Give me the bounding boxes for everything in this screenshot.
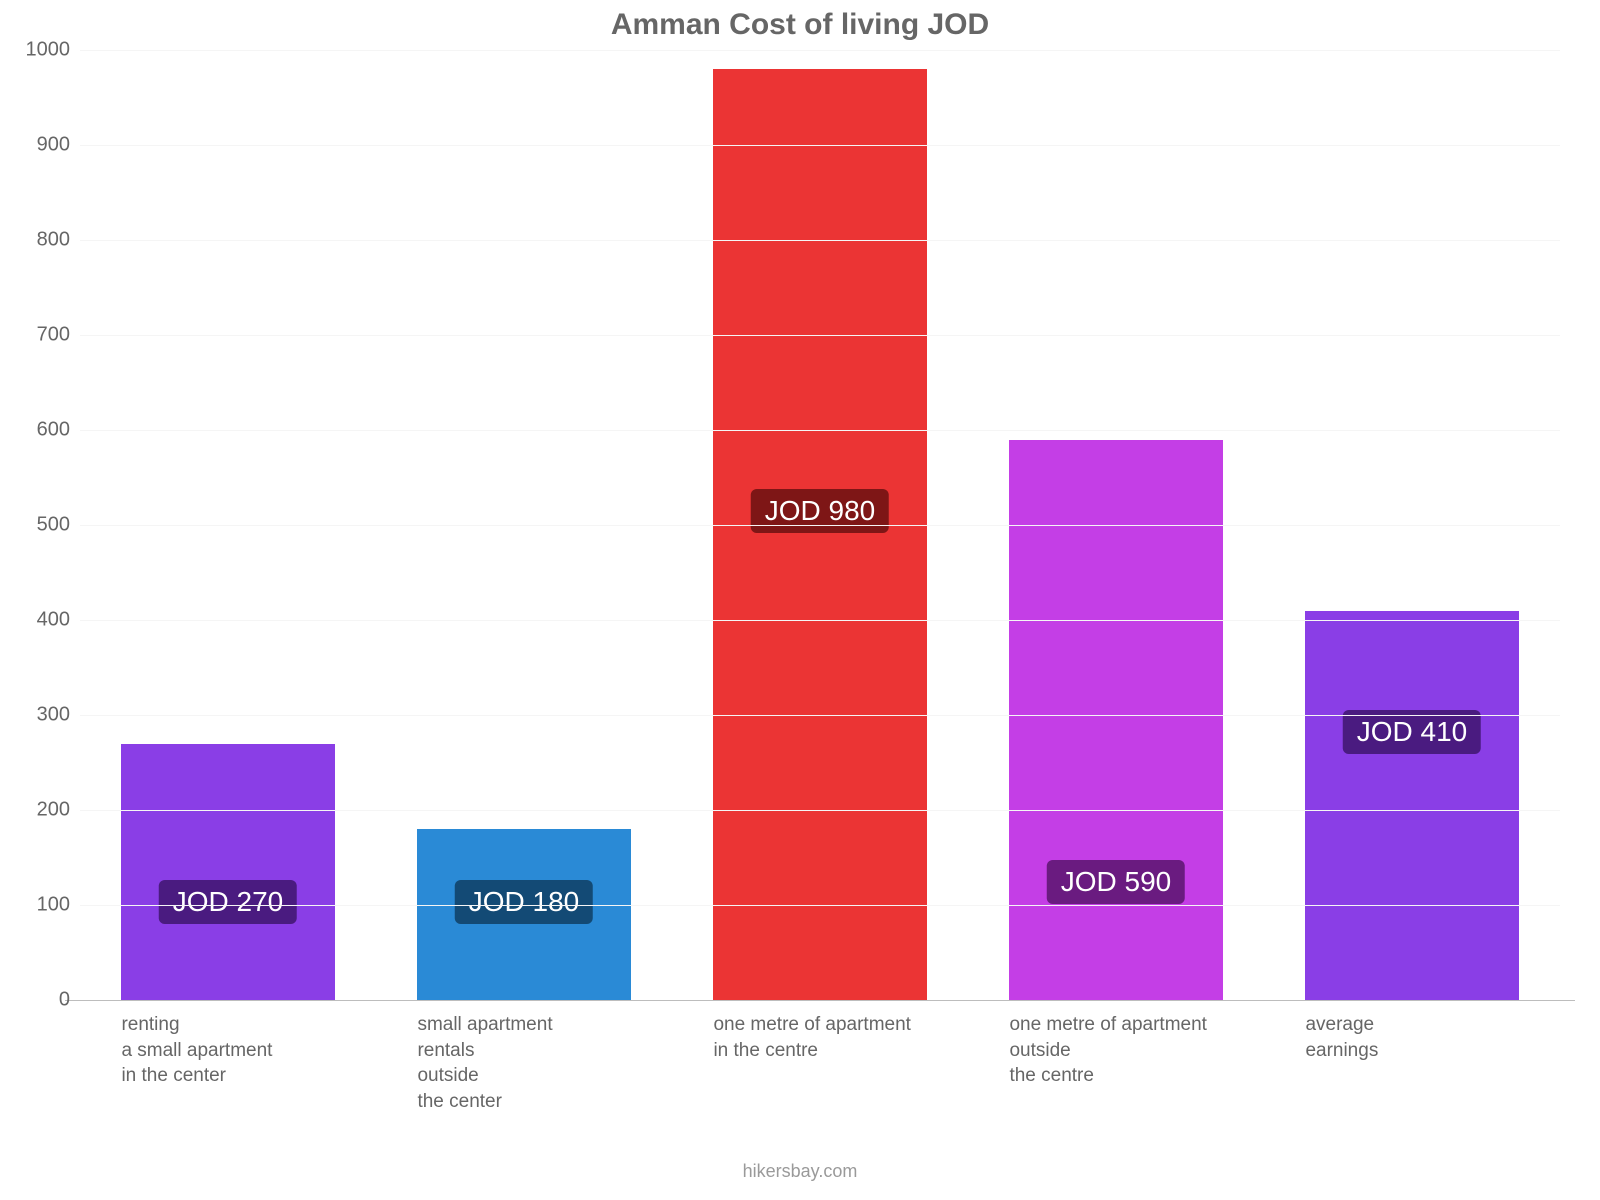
gridline xyxy=(80,145,1560,147)
y-tick-label: 100 xyxy=(37,894,80,917)
x-tick-label: one metre of apartment outside the centr… xyxy=(1009,1012,1207,1089)
y-tick-label: 600 xyxy=(37,419,80,442)
y-tick-label: 900 xyxy=(37,134,80,157)
y-tick-label: 1000 xyxy=(26,39,81,62)
y-tick-label: 300 xyxy=(37,704,80,727)
gridline xyxy=(80,240,1560,242)
gridline xyxy=(80,620,1560,622)
gridline xyxy=(80,50,1560,52)
y-tick-label: 800 xyxy=(37,229,80,252)
x-tick-label: small apartment rentals outside the cent… xyxy=(417,1012,552,1115)
gridline xyxy=(80,810,1560,812)
gridline xyxy=(80,905,1560,907)
plot-area: JOD 270JOD 180JOD 980JOD 590JOD 410 0100… xyxy=(80,50,1560,1000)
bar: JOD 410 xyxy=(1305,611,1518,1001)
gridline xyxy=(80,525,1560,527)
gridline xyxy=(80,335,1560,337)
bar-value-label: JOD 590 xyxy=(1047,860,1186,904)
gridline xyxy=(65,1000,1575,1002)
chart-footer: hikersbay.com xyxy=(0,1161,1600,1182)
bar: JOD 590 xyxy=(1009,440,1222,1001)
bar: JOD 180 xyxy=(417,829,630,1000)
cost-of-living-chart: Amman Cost of living JOD JOD 270 JOD 180 J… xyxy=(0,0,1600,1200)
bar-value-label: JOD 270 xyxy=(159,880,298,924)
gridline xyxy=(80,715,1560,717)
bar: JOD 980 xyxy=(713,69,926,1000)
y-tick-label: 700 xyxy=(37,324,80,347)
y-tick-label: 500 xyxy=(37,514,80,537)
bar-value-label: JOD 180 xyxy=(455,880,594,924)
bar: JOD 270 xyxy=(121,744,334,1001)
y-tick-label: 200 xyxy=(37,799,80,822)
chart-title: Amman Cost of living JOD xyxy=(0,8,1600,42)
y-tick-label: 0 xyxy=(59,989,80,1012)
x-tick-label: one metre of apartment in the centre xyxy=(713,1012,911,1063)
y-tick-label: 400 xyxy=(37,609,80,632)
x-tick-label: average earnings xyxy=(1305,1012,1378,1063)
x-tick-label: renting a small apartment in the center xyxy=(121,1012,272,1089)
gridline xyxy=(80,430,1560,432)
